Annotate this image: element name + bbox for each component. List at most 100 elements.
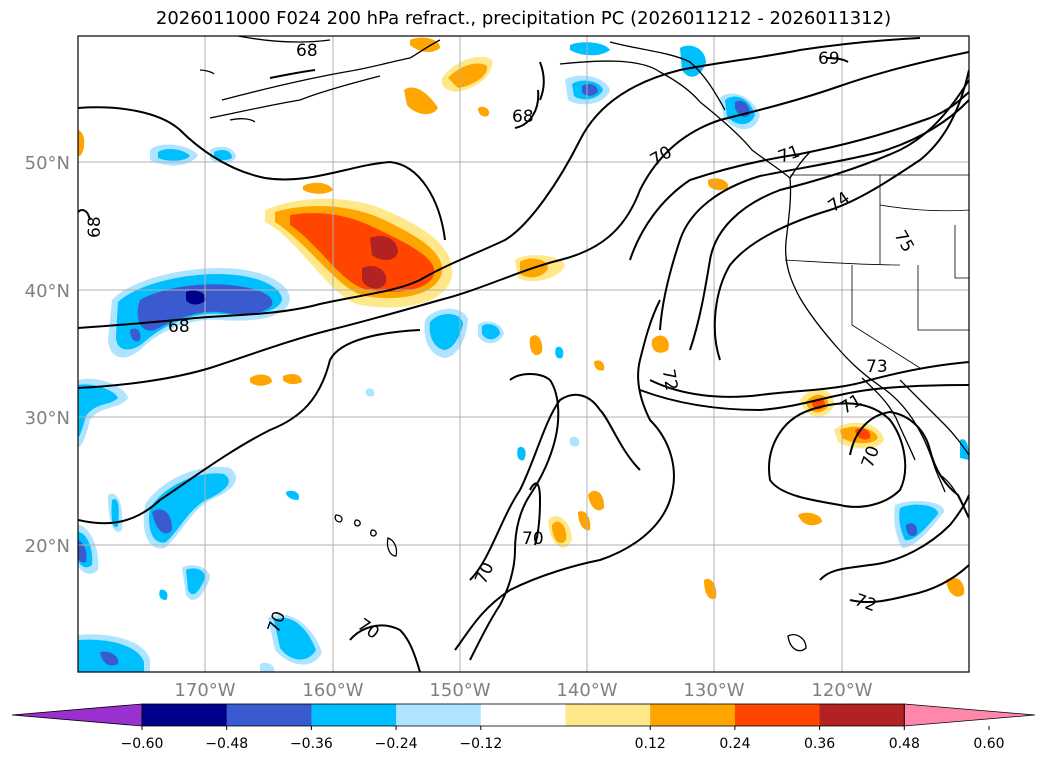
- state-borders: [784, 174, 969, 369]
- colorbar-extend-low: [11, 703, 143, 727]
- contour-label: 68: [296, 41, 318, 61]
- lat-label: 30°N: [25, 408, 70, 429]
- cold-patch: [158, 149, 190, 161]
- warm-patch: [708, 178, 729, 191]
- warm-patch: [594, 360, 605, 371]
- colorbar-tick-label: 0.60: [973, 736, 1004, 752]
- cold-patch: [152, 509, 172, 534]
- cold-patch: [365, 388, 375, 397]
- colorbar-swatch: [480, 704, 566, 726]
- lat-label: 50°N: [25, 153, 70, 174]
- colorbar-ticks: −0.60 −0.48 −0.36 −0.24 −0.12 0.12 0.24 0.36 0.4…: [121, 726, 1005, 752]
- contour-label: 70: [471, 559, 498, 587]
- contour-label: 68: [168, 317, 190, 337]
- longitude-labels: 170°W 160°W 150°W 140°W 130°W 120°W: [174, 680, 872, 701]
- lat-label: 40°N: [25, 281, 70, 302]
- colorbar-frame: [141, 703, 905, 727]
- cold-patch: [286, 490, 300, 500]
- colorbar-extend-high: [903, 703, 1036, 727]
- cold-patch: [274, 617, 316, 660]
- warm-patch: [303, 182, 333, 194]
- colorbar-swatch: [311, 704, 397, 726]
- cold-patch: [482, 324, 500, 340]
- cold-patch: [555, 346, 564, 359]
- warm-patch: [588, 490, 605, 511]
- cold-patch: [78, 540, 87, 563]
- cold-patch: [214, 150, 232, 161]
- gridlines: [78, 36, 969, 672]
- refractivity-contours: [78, 37, 969, 672]
- colorbar-segments: [11, 703, 1036, 727]
- colorbar-swatch: [226, 704, 312, 726]
- colorbar-swatch: [734, 704, 821, 726]
- colorbar-tick-label: −0.60: [121, 736, 164, 752]
- warm-patch: [410, 37, 440, 52]
- warm-patch: [404, 87, 438, 115]
- warm-patch: [448, 63, 488, 88]
- contour-label: 69: [818, 49, 840, 69]
- warm-blob-central: [265, 198, 453, 308]
- cold-patch: [906, 523, 918, 536]
- cold-patch: [100, 651, 119, 666]
- warm-patch: [283, 374, 302, 385]
- colorbar-swatch: [396, 704, 482, 726]
- colorbar-tick-label: 0.48: [889, 736, 920, 752]
- colorbar-tick-label: −0.24: [375, 736, 418, 752]
- contour-label: 70: [647, 142, 676, 170]
- colorbar-swatch: [565, 704, 651, 726]
- warm-patch: [651, 335, 669, 353]
- contour-label: 70: [522, 529, 544, 549]
- colorbar-tick-label: −0.36: [290, 736, 333, 752]
- cold-patch: [186, 568, 206, 595]
- contour-label: 74: [825, 188, 854, 217]
- lat-label: 20°N: [25, 536, 70, 557]
- map-frame: [77, 35, 970, 673]
- colorbar-swatch: [819, 704, 905, 726]
- colorbar-tick-label: 0.36: [804, 736, 835, 752]
- cold-patch: [569, 436, 580, 447]
- cold-patch: [159, 589, 168, 600]
- cold-patch: [260, 662, 275, 672]
- warm-patch: [529, 335, 543, 356]
- warm-patch: [250, 374, 272, 386]
- cold-patch: [78, 384, 118, 438]
- map-title: 2026011000 F024 200 hPa refract., precip…: [155, 8, 892, 29]
- contour-labels: 68 69 68 70 71 74 75 68 68 72 73 71 70 7…: [85, 41, 918, 644]
- contour-label: 68: [512, 107, 534, 127]
- contour-label: 72: [852, 590, 879, 616]
- contour-label: 71: [776, 142, 803, 168]
- warm-patch: [946, 577, 965, 597]
- lon-label: 170°W: [174, 680, 235, 701]
- cold-patch: [111, 499, 119, 528]
- contour-label: 70: [353, 615, 382, 644]
- contour-label: 73: [866, 357, 888, 377]
- colorbar-tick-label: −0.48: [205, 736, 248, 752]
- lon-label: 130°W: [683, 680, 744, 701]
- contour-label: 75: [890, 227, 918, 256]
- cold-patch: [148, 473, 229, 543]
- latitude-labels: 50°N 40°N 30°N 20°N: [25, 153, 70, 557]
- lon-label: 160°W: [302, 680, 363, 701]
- lon-label: 140°W: [556, 680, 617, 701]
- colorbar: −0.60 −0.48 −0.36 −0.24 −0.12 0.12 0.24 0.36 0.4…: [11, 703, 1036, 752]
- plot-area: 68 69 68 70 71 74 75 68 68 72 73 71 70 7…: [78, 36, 969, 672]
- cold-patch: [517, 446, 526, 461]
- lon-label: 120°W: [811, 680, 872, 701]
- colorbar-swatch: [650, 704, 736, 726]
- cold-patch: [570, 42, 610, 56]
- cold-patch: [680, 45, 706, 77]
- colorbar-tick-label: −0.12: [459, 736, 502, 752]
- precip-shading: [78, 37, 969, 672]
- cold-patch: [582, 84, 598, 96]
- colorbar-swatch: [142, 704, 228, 726]
- coastlines: [199, 36, 969, 652]
- warm-patch: [552, 521, 567, 544]
- colorbar-tick-label: 0.12: [635, 736, 666, 752]
- warm-patch: [578, 511, 591, 531]
- contour-label: 72: [658, 368, 681, 393]
- warm-patch: [704, 578, 717, 600]
- lon-label: 150°W: [429, 680, 490, 701]
- colorbar-tick-label: 0.24: [719, 736, 750, 752]
- warm-patch: [78, 130, 85, 156]
